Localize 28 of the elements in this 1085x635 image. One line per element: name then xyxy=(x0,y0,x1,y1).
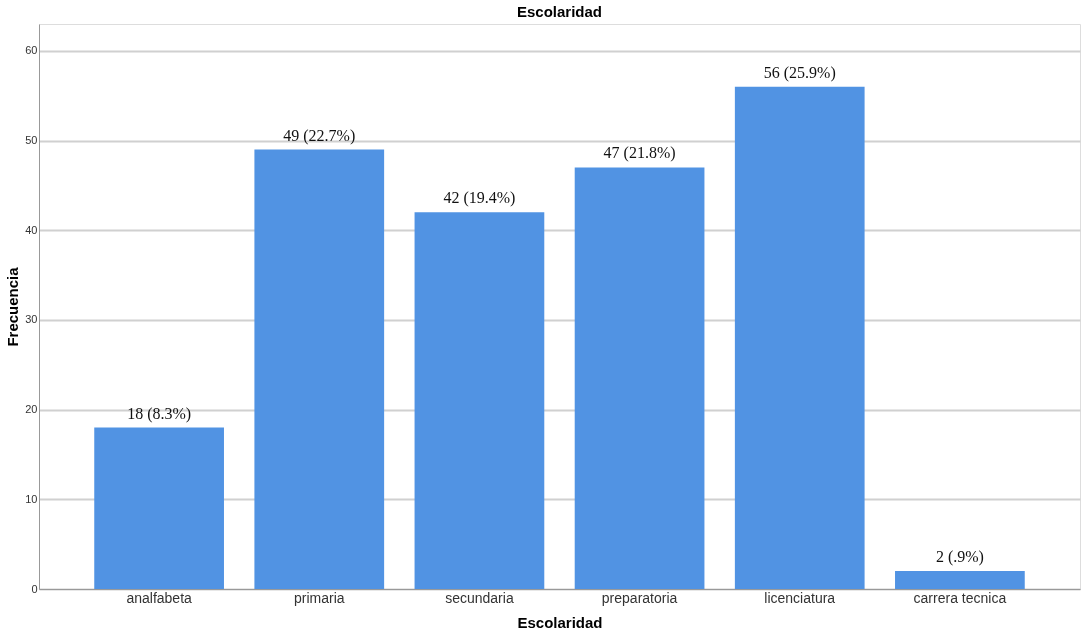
y-tick-label: 40 xyxy=(25,223,38,236)
y-tick-label: 20 xyxy=(25,403,38,416)
bar xyxy=(94,427,224,589)
bar xyxy=(574,167,705,589)
data-label: 18 (8.3%) xyxy=(127,404,192,423)
y-axis-title: Frecuencia xyxy=(4,266,22,347)
data-label: 47 (21.8%) xyxy=(603,144,676,163)
bar xyxy=(734,86,865,589)
y-tick-label: 0 xyxy=(31,582,38,595)
data-label: 42 (19.4%) xyxy=(443,189,516,208)
bar xyxy=(895,571,1025,589)
data-label: 2 (.9%) xyxy=(935,548,984,567)
x-axis-title: Escolaridad xyxy=(517,613,603,631)
x-tick-label: analfabeta xyxy=(126,589,193,606)
x-tick-label: secundaria xyxy=(445,589,514,606)
chart-title: Escolaridad xyxy=(516,3,603,20)
bar xyxy=(254,149,385,589)
y-tick-label: 30 xyxy=(25,313,38,326)
y-tick-label: 10 xyxy=(25,492,38,505)
data-label: 49 (22.7%) xyxy=(283,126,356,145)
x-tick-label: primaria xyxy=(293,589,345,606)
y-tick-label: 50 xyxy=(25,134,38,147)
data-label: 56 (25.9%) xyxy=(763,63,836,82)
y-tick-label: 60 xyxy=(25,44,38,57)
x-tick-label: preparatoria xyxy=(601,589,678,606)
bar xyxy=(414,212,545,589)
x-tick-label: carrera tecnica xyxy=(913,589,1007,606)
x-tick-label: licenciatura xyxy=(764,589,836,606)
